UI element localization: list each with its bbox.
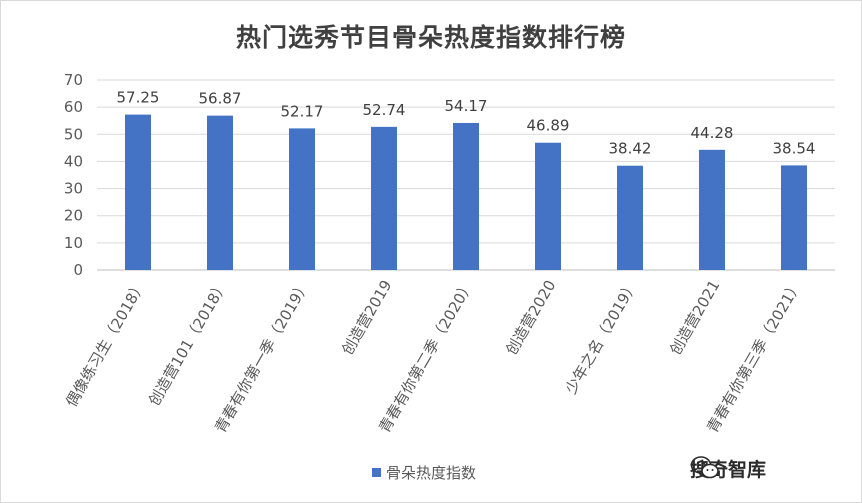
x-tick-label: 创造营2020 — [502, 277, 559, 358]
x-tick-label: 偶像练习生（2018） — [62, 277, 149, 410]
bar — [453, 122, 479, 271]
data-label: 52.17 — [281, 102, 324, 120]
bar — [289, 128, 315, 270]
y-tick-label: 70 — [64, 71, 83, 89]
data-label: 56.87 — [199, 90, 242, 108]
x-tick-label: 少年之名（2019） — [562, 277, 642, 397]
data-label: 54.17 — [445, 97, 488, 115]
y-tick-label: 20 — [64, 207, 83, 225]
bar — [699, 149, 725, 270]
y-axis-ticks: 0 10 20 30 40 50 60 70 — [64, 71, 83, 279]
x-tick-label: 创造营101（2018） — [145, 277, 231, 409]
bar — [617, 165, 643, 270]
x-tick-label: 创造营2019 — [338, 277, 395, 358]
legend-label: 骨朵热度指数 — [386, 464, 477, 482]
data-label: 52.74 — [363, 101, 406, 119]
x-tick-label: 青春有你第二季（2020） — [375, 277, 477, 436]
legend: 骨朵热度指数 — [372, 462, 476, 483]
data-label: 44.28 — [691, 124, 734, 142]
value-labels: 57.25 56.87 52.17 52.74 54.17 46.89 38.42 44.28… — [117, 89, 816, 158]
data-label: 38.42 — [609, 140, 652, 158]
data-label: 38.54 — [773, 139, 816, 157]
x-tick-label: 青春有你第一季（2019） — [211, 277, 313, 436]
data-label: 57.25 — [117, 89, 160, 107]
y-tick-label: 30 — [64, 180, 83, 198]
y-tick-label: 50 — [64, 125, 83, 143]
data-label: 46.89 — [527, 117, 570, 135]
chart-title: 热门选秀节目骨朵热度指数排行榜 — [235, 23, 626, 52]
wechat-icon — [690, 456, 719, 479]
bar — [535, 142, 561, 270]
bars — [125, 114, 807, 271]
bar — [371, 126, 397, 270]
y-tick-label: 40 — [64, 152, 83, 170]
x-tick-label: 创造营2021 — [666, 277, 723, 358]
legend-swatch — [372, 468, 381, 477]
y-tick-label: 10 — [64, 234, 83, 252]
x-axis-labels: 偶像练习生（2018）创造营101（2018）青春有你第一季（2019） 创造营2… — [62, 277, 805, 436]
y-tick-label: 60 — [64, 98, 83, 116]
x-tick-label: 青春有你第三季（2021） — [703, 277, 805, 436]
watermark: 搜奇智库 — [690, 455, 766, 482]
bar — [781, 165, 807, 270]
bar — [125, 114, 151, 270]
y-tick-label: 0 — [73, 261, 83, 279]
bar — [207, 115, 233, 270]
